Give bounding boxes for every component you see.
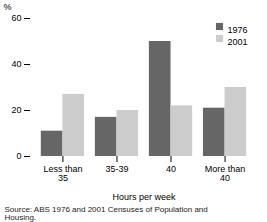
svg-text:%: % xyxy=(4,2,12,12)
svg-text:20: 20 xyxy=(11,105,21,115)
svg-text:60: 60 xyxy=(11,13,21,23)
svg-text:More than40: More than40 xyxy=(205,164,246,183)
svg-text:40: 40 xyxy=(11,59,21,69)
svg-text:1976: 1976 xyxy=(228,25,248,35)
svg-text:2001: 2001 xyxy=(228,37,248,47)
svg-text:0: 0 xyxy=(16,151,21,161)
svg-text:Source: ABS 1976 and 2001 Cens: Source: ABS 1976 and 2001 Censuses of Po… xyxy=(5,205,208,222)
svg-text:Less than35: Less than35 xyxy=(43,164,82,183)
svg-text:Hours per week: Hours per week xyxy=(112,192,176,202)
svg-text:40: 40 xyxy=(166,164,176,174)
svg-text:35-39: 35-39 xyxy=(105,164,128,174)
